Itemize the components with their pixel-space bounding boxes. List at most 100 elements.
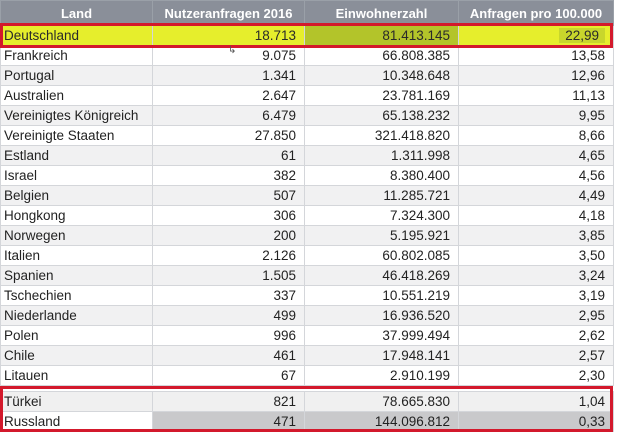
table-row[interactable]: Portugal 1.341 10.348.648 12,96	[0, 65, 614, 86]
cell-einwohner[interactable]: 17.948.141	[304, 345, 459, 366]
table-row[interactable]: Australien 2.647 23.781.169 11,13	[0, 85, 614, 106]
cell-pro100k[interactable]: 3,24	[458, 265, 614, 286]
cell-land[interactable]: Niederlande	[0, 305, 153, 326]
cell-anfragen[interactable]: 2.647	[152, 85, 305, 106]
cell-anfragen[interactable]: 461	[152, 345, 305, 366]
cell-einwohner[interactable]: 65.138.232	[304, 105, 459, 126]
cell-anfragen[interactable]: 6.479	[152, 105, 305, 126]
cell-pro100k[interactable]: 3,50	[458, 245, 614, 266]
cell-einwohner[interactable]: 37.999.494	[304, 325, 459, 346]
cell-einwohner[interactable]: 144.096.812	[304, 411, 459, 432]
cell-pro100k[interactable]: 4,18	[458, 205, 614, 226]
cell-pro100k[interactable]: 0,33	[458, 411, 614, 432]
table-row[interactable]: Spanien 1.505 46.418.269 3,24	[0, 265, 614, 286]
cell-einwohner[interactable]: 1.311.998	[304, 145, 459, 166]
cell-anfragen[interactable]: 67	[152, 365, 305, 386]
cell-anfragen[interactable]: 1.341	[152, 65, 305, 86]
cell-anfragen[interactable]: 996	[152, 325, 305, 346]
cell-anfragen[interactable]: 27.850	[152, 125, 305, 146]
cell-pro100k[interactable]: 11,13	[458, 85, 614, 106]
cell-land[interactable]: Australien	[0, 85, 153, 106]
table-row[interactable]: Frankreich 9.075 66.808.385 13,58	[0, 45, 614, 66]
cell-land[interactable]: Portugal	[0, 65, 153, 86]
cell-anfragen[interactable]: 200	[152, 225, 305, 246]
table-row[interactable]: Estland 61 1.311.998 4,65	[0, 145, 614, 166]
cell-anfragen[interactable]: 61	[152, 145, 305, 166]
cell-anfragen[interactable]: 382	[152, 165, 305, 186]
header-anfragen-pro-100000[interactable]: Anfragen pro 100.000	[458, 0, 614, 26]
table-row[interactable]: Tschechien 337 10.551.219 3,19	[0, 285, 614, 306]
cell-einwohner[interactable]: 321.418.820	[304, 125, 459, 146]
cell-pro100k[interactable]: 12,96	[458, 65, 614, 86]
cell-pro100k[interactable]: 2,62	[458, 325, 614, 346]
cell-einwohner[interactable]: 5.195.921	[304, 225, 459, 246]
cell-pro100k[interactable]: 1,04	[458, 391, 614, 412]
table-row[interactable]: Hongkong 306 7.324.300 4,18	[0, 205, 614, 226]
cell-land[interactable]: Vereinigtes Königreich	[0, 105, 153, 126]
cell-pro100k[interactable]: 9,95	[458, 105, 614, 126]
cell-land[interactable]: Litauen	[0, 365, 153, 386]
cell-einwohner[interactable]: 10.551.219	[304, 285, 459, 306]
table-row[interactable]: Italien 2.126 60.802.085 3,50	[0, 245, 614, 266]
table-row[interactable]: Norwegen 200 5.195.921 3,85	[0, 225, 614, 246]
table-row[interactable]: Litauen 67 2.910.199 2,30	[0, 365, 614, 386]
table-row[interactable]: Russland 471 144.096.812 0,33	[0, 411, 614, 432]
cell-anfragen[interactable]: 1.505	[152, 265, 305, 286]
cell-anfragen[interactable]: 306	[152, 205, 305, 226]
cell-land[interactable]: Norwegen	[0, 225, 153, 246]
cell-pro100k[interactable]: 2,57	[458, 345, 614, 366]
cell-anfragen[interactable]: 821	[152, 391, 305, 412]
cell-einwohner[interactable]: 10.348.648	[304, 65, 459, 86]
cell-pro100k[interactable]: 8,66	[458, 125, 614, 146]
cell-land[interactable]: Tschechien	[0, 285, 153, 306]
cell-land[interactable]: Belgien	[0, 185, 153, 206]
cell-land[interactable]: Polen	[0, 325, 153, 346]
cell-pro100k[interactable]: 3,19	[458, 285, 614, 306]
cell-land[interactable]: Russland	[0, 411, 153, 432]
cell-pro100k[interactable]: 4,56	[458, 165, 614, 186]
cell-land[interactable]: Estland	[0, 145, 153, 166]
cell-land[interactable]: Frankreich	[0, 45, 153, 66]
cell-anfragen[interactable]: 18.713	[152, 25, 305, 46]
cell-einwohner[interactable]: 16.936.520	[304, 305, 459, 326]
cell-pro100k[interactable]: 3,85	[458, 225, 614, 246]
cell-einwohner[interactable]: 11.285.721	[304, 185, 459, 206]
cell-einwohner[interactable]: 66.808.385	[304, 45, 459, 66]
cell-anfragen[interactable]: 2.126	[152, 245, 305, 266]
cell-land[interactable]: Israel	[0, 165, 153, 186]
cell-einwohner[interactable]: 23.781.169	[304, 85, 459, 106]
cell-einwohner[interactable]: 60.802.085	[304, 245, 459, 266]
cell-land[interactable]: Chile	[0, 345, 153, 366]
cell-anfragen[interactable]: 507	[152, 185, 305, 206]
cell-anfragen[interactable]: 337	[152, 285, 305, 306]
table-row[interactable]: Niederlande 499 16.936.520 2,95	[0, 305, 614, 326]
cell-einwohner[interactable]: 8.380.400	[304, 165, 459, 186]
cell-einwohner[interactable]: 2.910.199	[304, 365, 459, 386]
header-nutzeranfragen[interactable]: Nutzeranfragen 2016	[152, 0, 305, 26]
cell-einwohner[interactable]: 81.413.145	[304, 25, 459, 46]
cell-land[interactable]: Italien	[0, 245, 153, 266]
cell-pro100k[interactable]: 2,30	[458, 365, 614, 386]
cell-land[interactable]: Hongkong	[0, 205, 153, 226]
header-einwohnerzahl[interactable]: Einwohnerzahl	[304, 0, 459, 26]
table-row[interactable]: Vereinigtes Königreich 6.479 65.138.232 9,9…	[0, 105, 614, 126]
cell-land[interactable]: Deutschland	[0, 25, 153, 46]
table-row[interactable]: Vereinigte Staaten 27.850 321.418.820 8,66	[0, 125, 614, 146]
cell-pro100k[interactable]: 2,95	[458, 305, 614, 326]
cell-land[interactable]: Türkei	[0, 391, 153, 412]
table-row[interactable]: Chile 461 17.948.141 2,57	[0, 345, 614, 366]
table-row[interactable]: Türkei 821 78.665.830 1,04	[0, 391, 614, 412]
cell-einwohner[interactable]: 46.418.269	[304, 265, 459, 286]
table-row[interactable]: Polen 996 37.999.494 2,62	[0, 325, 614, 346]
cell-einwohner[interactable]: 78.665.830	[304, 391, 459, 412]
cell-pro100k[interactable]: 4,65	[458, 145, 614, 166]
table-row[interactable]: Belgien 507 11.285.721 4,49	[0, 185, 614, 206]
header-land[interactable]: Land	[0, 0, 153, 26]
cell-land[interactable]: Vereinigte Staaten	[0, 125, 153, 146]
cell-anfragen[interactable]: 499	[152, 305, 305, 326]
table-row[interactable]: Israel 382 8.380.400 4,56	[0, 165, 614, 186]
table-row-deutschland[interactable]: Deutschland 18.713 81.413.145 22,99	[0, 25, 614, 46]
cell-pro100k[interactable]: 13,58	[458, 45, 614, 66]
cell-anfragen[interactable]: 471	[152, 411, 305, 432]
cell-einwohner[interactable]: 7.324.300	[304, 205, 459, 226]
